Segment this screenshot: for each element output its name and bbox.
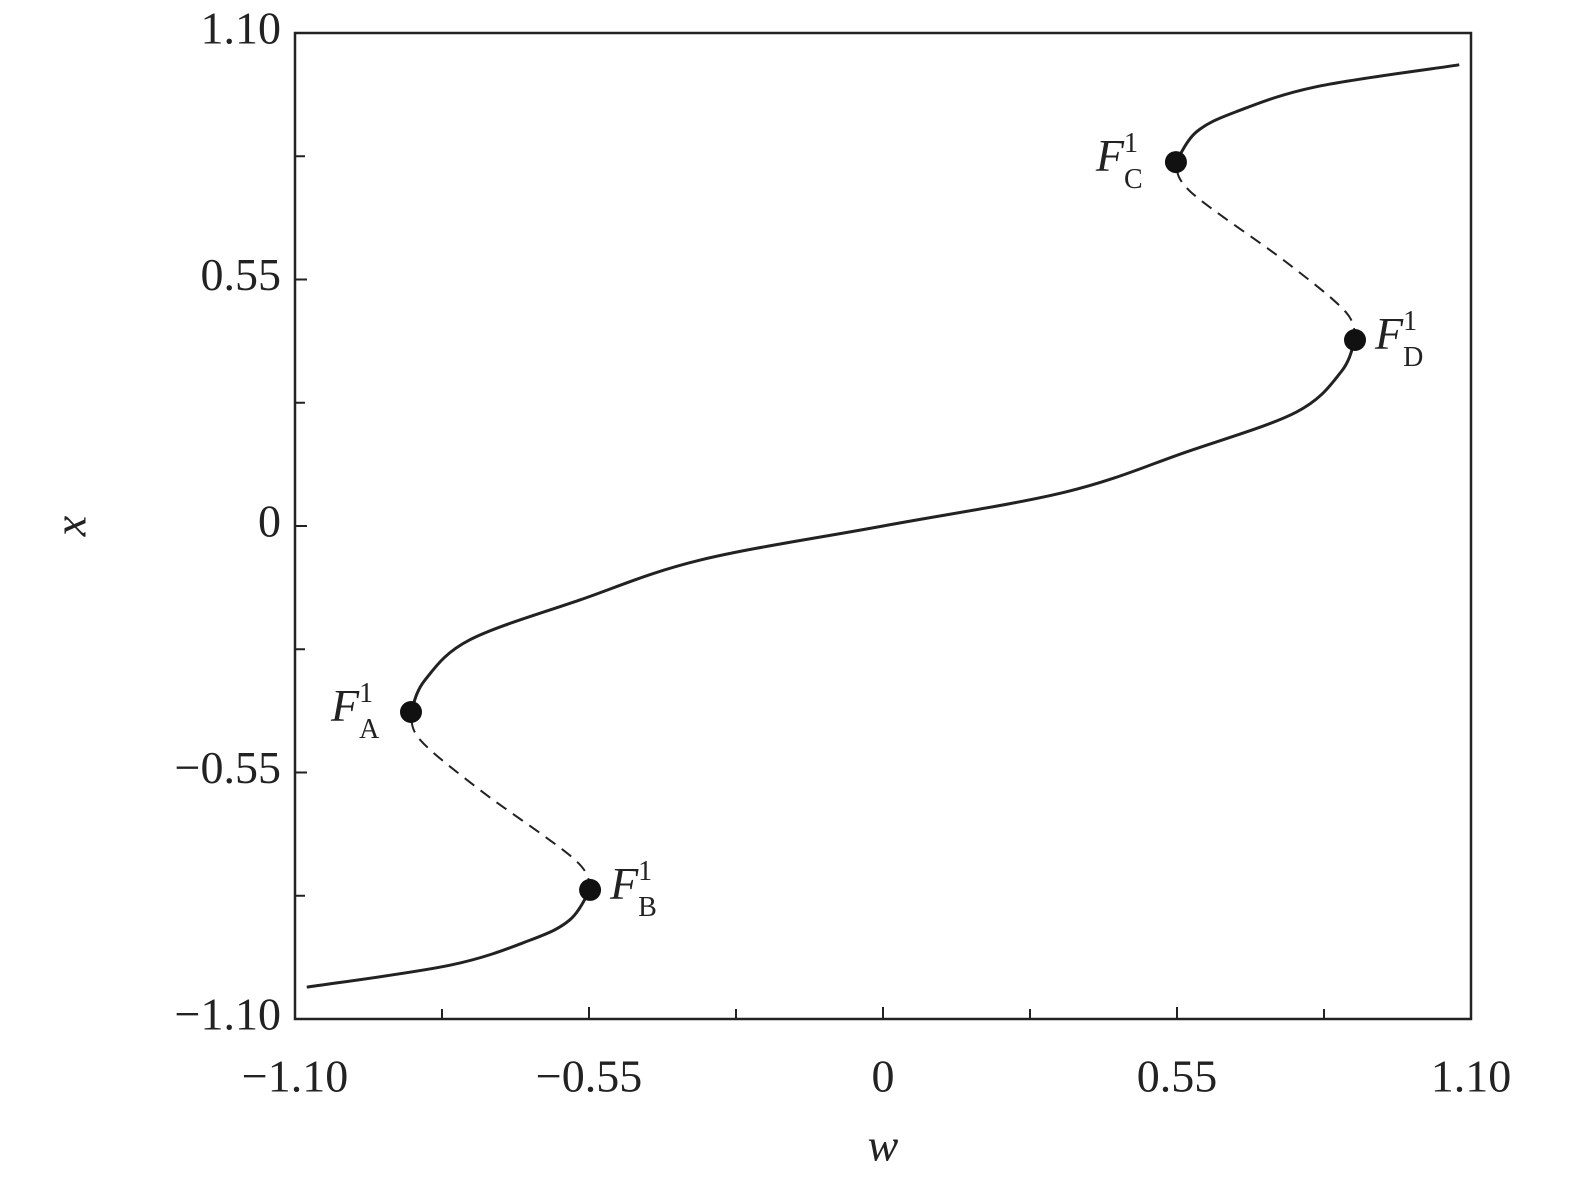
fold-point [1344, 329, 1367, 352]
y-tick-label: 1.10 [201, 3, 282, 54]
point-label-main: F [1095, 130, 1125, 181]
x-tick-label: 0 [872, 1051, 895, 1102]
point-label: F1 B [609, 856, 657, 923]
x-tick-label: −0.55 [536, 1051, 642, 1102]
point-label-sup: 1 [638, 856, 652, 887]
point-label-sup: 1 [1403, 306, 1417, 337]
point-label-main: F [609, 857, 639, 908]
y-tick-label: −0.55 [175, 742, 281, 793]
fold-point [579, 878, 602, 901]
point-label-sub: A [359, 714, 380, 745]
y-tick-label: −1.10 [175, 989, 281, 1040]
point-label: F1 A [330, 678, 380, 745]
point-label-sup: 1 [1124, 128, 1138, 159]
point-label-main: F [330, 680, 360, 731]
x-tick-label: 1.10 [1431, 1051, 1512, 1102]
x-axis-label: w [868, 1120, 899, 1171]
solid-curve [306, 63, 1460, 989]
y-tick-label: 0.55 [201, 249, 282, 300]
dashed-curve [410, 161, 1356, 891]
point-label-sub: B [638, 892, 657, 923]
y-axis-label: x [45, 515, 96, 537]
fold-point [1164, 151, 1187, 174]
point-label-sup: 1 [359, 678, 373, 709]
point-label: F1 C [1095, 128, 1143, 195]
fold-point [399, 700, 422, 723]
y-tick-label: 0 [258, 496, 281, 547]
x-tick-label: 0.55 [1137, 1051, 1218, 1102]
point-label: F1 D [1374, 306, 1423, 373]
point-label-sub: D [1403, 342, 1423, 373]
point-label-sub: C [1124, 164, 1143, 195]
x-tick-label: −1.10 [242, 1051, 348, 1102]
point-label-main: F [1374, 308, 1404, 359]
